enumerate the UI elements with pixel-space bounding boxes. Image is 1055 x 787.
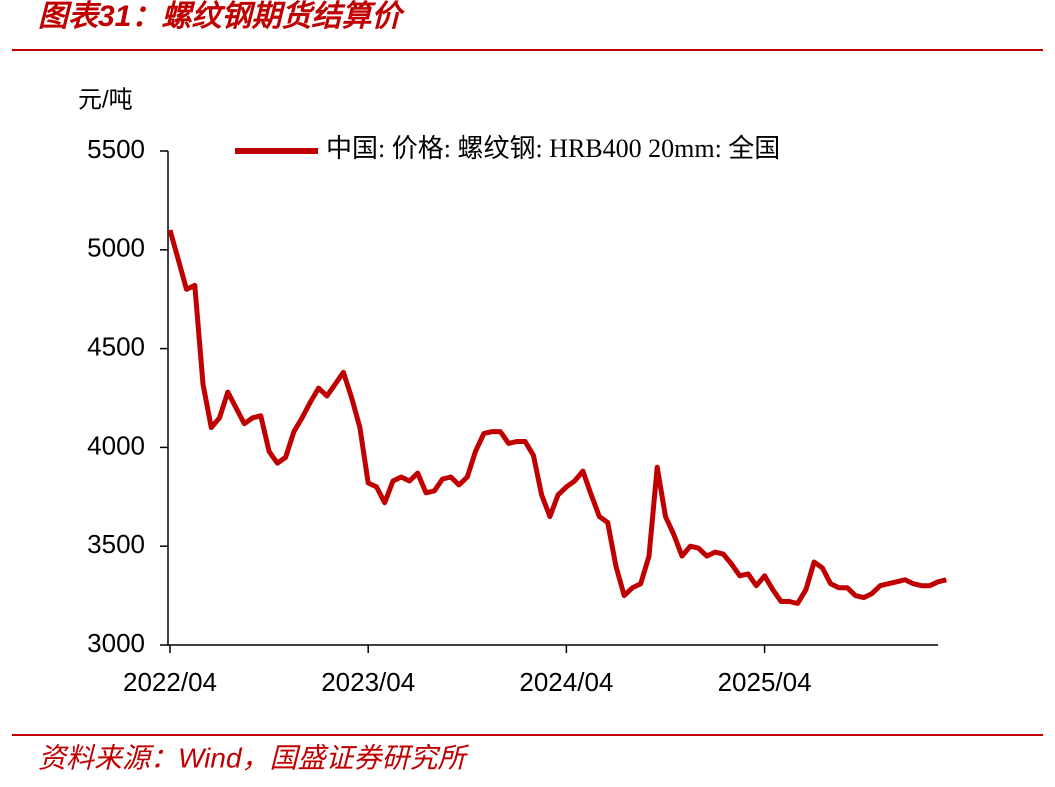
- y-tick-label: 4000: [87, 430, 145, 460]
- y-tick-label: 3500: [87, 529, 145, 559]
- legend-label: 中国: 价格: 螺纹钢: HRB400 20mm: 全国: [326, 134, 780, 163]
- title: 图表31：螺纹钢期货结算价: [38, 0, 405, 33]
- y-tick-label: 4500: [87, 331, 145, 361]
- y-tick-label: 5500: [87, 134, 145, 164]
- x-tick-label: 2024/04: [519, 667, 613, 697]
- y-tick-label: 5000: [87, 233, 145, 263]
- x-tick-label: 2025/04: [718, 667, 812, 697]
- y-axis-label: 元/吨: [78, 86, 133, 113]
- source: 资料来源：Wind，国盛证券研究所: [38, 742, 470, 773]
- series-line: [167, 229, 947, 606]
- x-tick-label: 2023/04: [321, 667, 415, 697]
- x-tick-label: 2022/04: [123, 667, 217, 697]
- y-tick-label: 3000: [87, 628, 145, 658]
